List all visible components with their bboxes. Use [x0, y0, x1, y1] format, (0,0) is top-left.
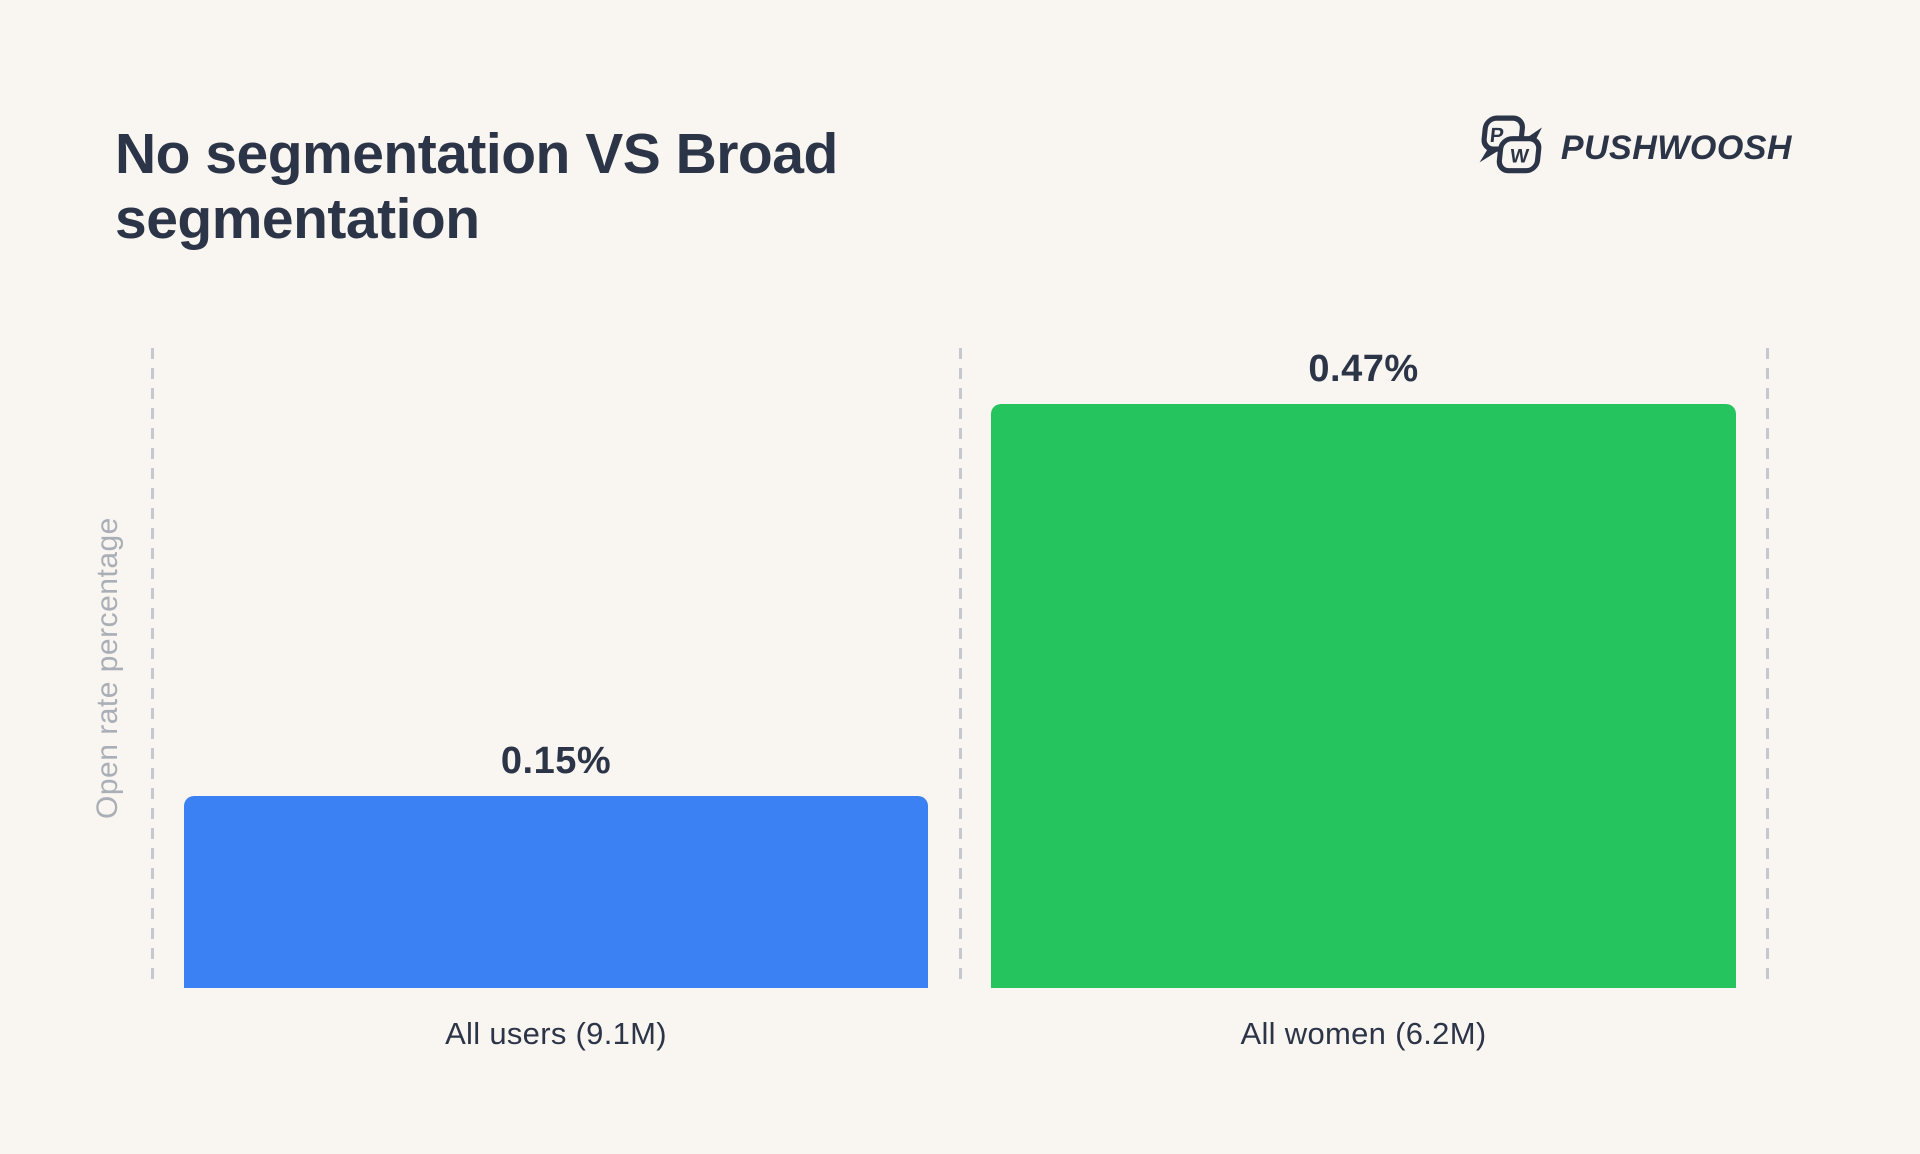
page-title: No segmentation VS Broad segmentation — [115, 122, 838, 252]
bar-all-users — [184, 796, 928, 988]
brand-name: PUSHWOOSH — [1560, 128, 1792, 167]
bar-group-all-users: 0.15% — [184, 348, 928, 988]
logo-letter-w: W — [1509, 145, 1530, 167]
x-axis-label-all-women: All women (6.2M) — [1240, 1016, 1487, 1051]
bar-all-women — [991, 404, 1736, 988]
logo-letter-p: P — [1489, 124, 1505, 147]
brand-logo: P W PUSHWOOSH — [1479, 114, 1792, 182]
x-axis-label-all-users: All users (9.1M) — [445, 1016, 667, 1051]
dashed-gridline-right — [1766, 348, 1769, 988]
dashed-gridline-left — [151, 348, 154, 988]
pushwoosh-speech-bubbles-icon: P W — [1479, 115, 1542, 174]
bar-chart: 0.15% 0.47% — [0, 348, 1920, 988]
bar-value-label: 0.47% — [1308, 348, 1419, 390]
bar-group-all-women: 0.47% — [991, 348, 1736, 988]
dashed-gridline-middle — [959, 348, 962, 988]
bar-value-label: 0.15% — [500, 740, 612, 782]
